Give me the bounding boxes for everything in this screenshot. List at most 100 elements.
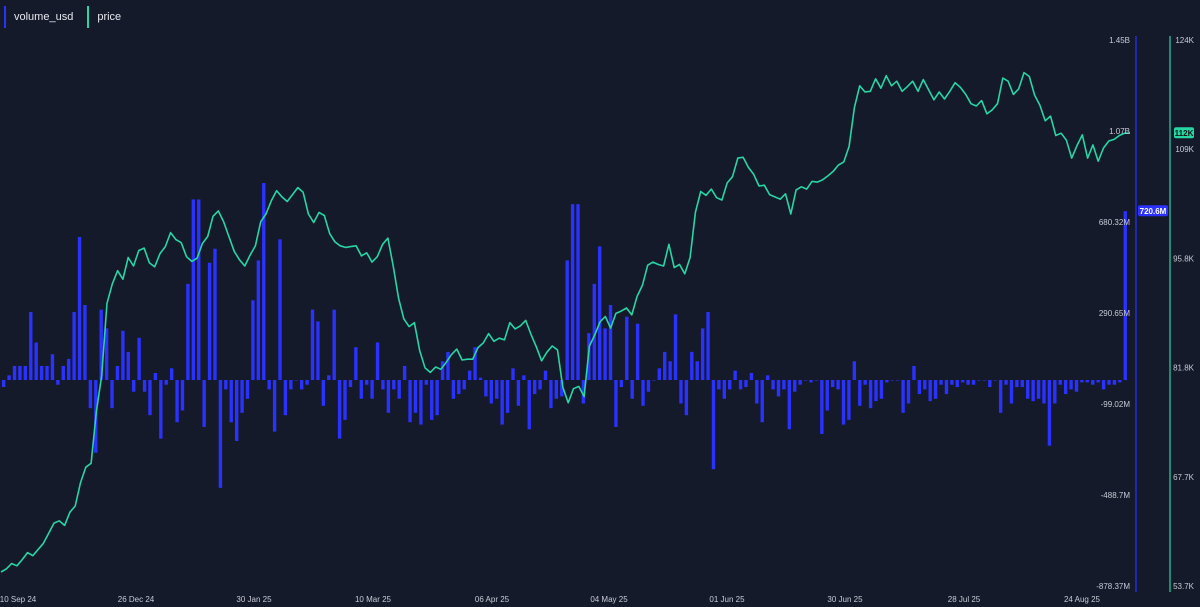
price-tick-label: 67.7K [1173, 473, 1195, 482]
volume-tick-label: -878.37M [1096, 582, 1130, 591]
x-tick-label: 01 Jun 25 [709, 595, 745, 604]
volume-bar [917, 380, 922, 395]
volume-tick-label: 1.45B [1109, 36, 1130, 45]
volume-bar [684, 380, 689, 416]
volume-bar [993, 380, 997, 381]
volume-bar [874, 380, 878, 402]
volume-bar [267, 380, 271, 390]
volume-bar [104, 328, 109, 381]
volume-bar [771, 380, 775, 390]
volume-bar [137, 337, 141, 381]
volume-bar [18, 365, 22, 381]
volume-bar [61, 365, 65, 381]
volume-bar [1063, 380, 1068, 395]
volume-bar [1031, 380, 1035, 402]
volume-bar [251, 300, 255, 381]
volume-bar [142, 380, 147, 392]
volume-bar [923, 380, 927, 390]
volume-bar [473, 347, 477, 381]
volume-tick-label: 1.07B [1109, 127, 1130, 136]
volume-bar [12, 365, 17, 381]
volume-bar [570, 204, 575, 381]
volume-bar [966, 380, 970, 385]
volume-bar [392, 380, 396, 390]
volume-bar [370, 380, 374, 399]
volume-bar [213, 248, 217, 381]
volume-bar [1058, 380, 1062, 385]
volume-bar [424, 380, 428, 385]
volume-bar [554, 380, 559, 399]
volume-bar [896, 380, 900, 381]
volume-bar [67, 358, 71, 381]
volume-bar [23, 365, 28, 381]
legend-volume-usd[interactable]: volume_usd [4, 6, 82, 28]
volume-bar [467, 370, 472, 381]
volume-bar [641, 380, 645, 406]
volume-bar [316, 321, 320, 381]
volume-bar [495, 380, 499, 399]
volume-bar [386, 380, 391, 413]
volume-bar [912, 365, 916, 381]
volume-bar [1118, 380, 1122, 383]
volume-bar [462, 380, 466, 390]
volume-bar [690, 351, 694, 381]
volume-bar [310, 309, 315, 381]
volume-bar [234, 380, 239, 441]
volume-bar [592, 283, 596, 381]
last-price-tag: 112K [1175, 129, 1194, 138]
volume-bar [841, 380, 846, 425]
volume-bar [1026, 380, 1030, 399]
legend: volume_usd price [4, 6, 130, 28]
volume-tick-label: -99.02M [1101, 400, 1131, 409]
volume-bar [961, 380, 965, 383]
volume-bar [321, 380, 326, 406]
volume-bar [668, 361, 672, 381]
volume-bar [337, 380, 342, 439]
volume-bar [646, 380, 651, 392]
volume-bar [532, 380, 537, 395]
last-volume-tag-bg [1138, 205, 1168, 217]
volume-bar [787, 380, 792, 430]
volume-bar [446, 351, 450, 381]
volume-bar [77, 236, 82, 381]
volume-bar [695, 361, 699, 381]
volume-bar [1042, 380, 1046, 404]
volume-tick-label: -488.7M [1101, 491, 1131, 500]
volume-tick-label: 680.32M [1099, 218, 1130, 227]
volume-bar [635, 323, 640, 381]
volume-bar [1020, 380, 1024, 388]
volume-bar [419, 380, 423, 425]
volume-bar [121, 330, 125, 381]
legend-price[interactable]: price [87, 6, 130, 28]
volume-bar [820, 380, 824, 434]
volume-bar [738, 380, 743, 390]
volume-bar [706, 312, 710, 381]
volume-bar [218, 380, 223, 488]
x-tick-label: 30 Jan 25 [236, 595, 272, 604]
volume-bar [224, 380, 228, 390]
volume-bar [300, 380, 304, 390]
volume-bar [1112, 380, 1117, 385]
volume-bar [1096, 380, 1100, 383]
volume-bar [1047, 380, 1052, 446]
volume-bar [565, 260, 569, 381]
volume-bar [365, 380, 369, 385]
volume-bar [728, 380, 732, 390]
volume-bar [207, 262, 212, 381]
volume-bar [164, 380, 168, 385]
price-tick-label: 81.8K [1173, 364, 1195, 373]
volume-bar [863, 380, 867, 385]
volume-bar [809, 380, 813, 383]
volume-bar [782, 380, 786, 390]
volume-bar [988, 380, 992, 388]
volume-bar [1009, 380, 1014, 404]
volume-bar [663, 351, 667, 381]
volume-bar [272, 380, 277, 432]
volume-bar [906, 380, 911, 404]
volume-bar [1004, 380, 1008, 385]
volume-bar [505, 380, 510, 413]
volume-bar [153, 372, 158, 381]
volume-bar [560, 380, 564, 397]
volume-bar [803, 380, 808, 381]
